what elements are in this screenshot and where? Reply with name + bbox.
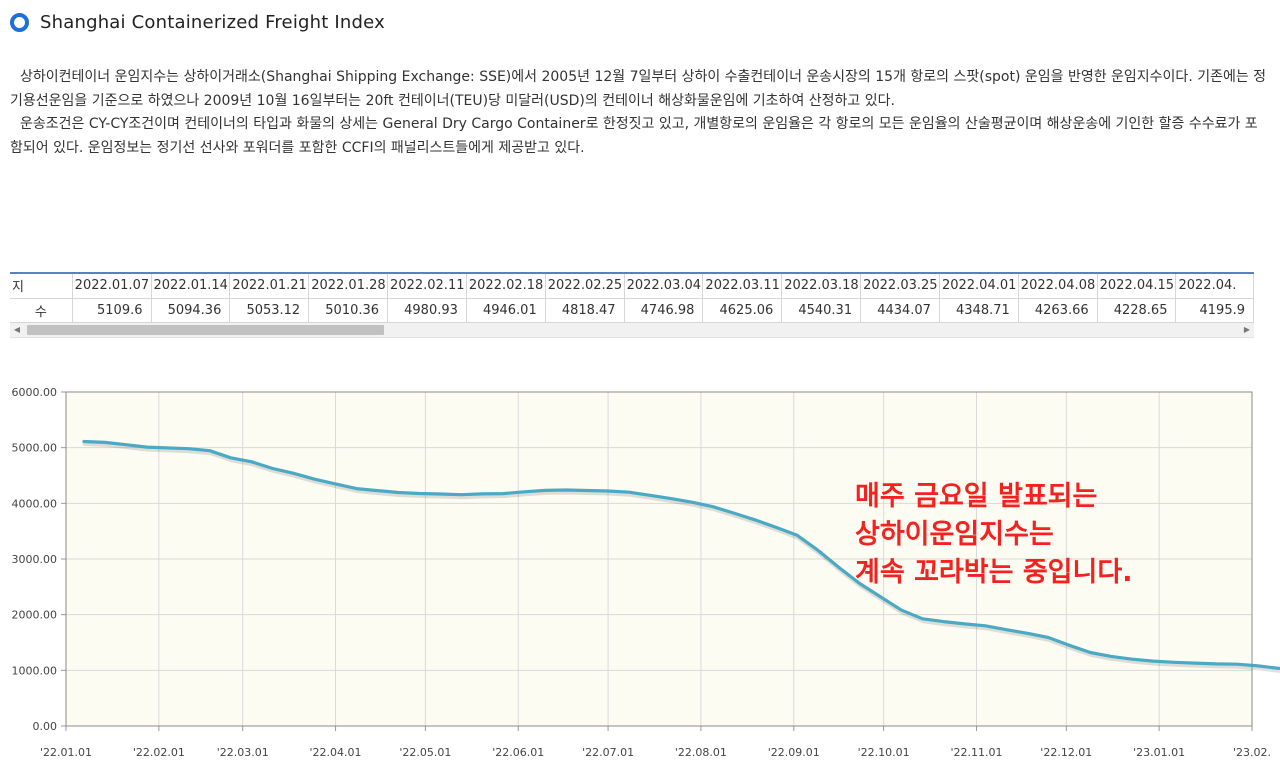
plot-frame	[65, 391, 1253, 727]
x-tick-label: '22.04.01	[310, 746, 362, 759]
annotation-line-1: 매주 금요일 발표되는	[855, 481, 1098, 512]
circle-bullet-icon	[10, 12, 29, 32]
x-tick-label: '23.01.01	[1133, 746, 1185, 759]
scrollbar-thumb[interactable]	[27, 324, 384, 335]
x-tick-label: '22.06.01	[492, 746, 544, 759]
x-tick-label: '22.05.01	[399, 746, 451, 759]
y-tick-label: 0.00	[33, 720, 58, 733]
table-cell-date: 2022.01.21	[229, 274, 310, 299]
x-tick-label: '22.07.01	[582, 746, 634, 759]
table-cell-date: 2022.01.07	[72, 274, 152, 299]
x-tick-label: '22.10.01	[858, 746, 910, 759]
table-cell-date: 2022.01.28	[308, 274, 389, 299]
table-cell-date: 2022.03.25	[860, 274, 940, 299]
table-cell-date: 2022.02.25	[545, 274, 625, 299]
index-table-container: 지 2022.01.07 2022.01.14 2022.01.21 2022.01.…	[10, 272, 1254, 338]
annotation-line-3: 계속 꼬라박는 중입니다.	[855, 557, 1133, 588]
freight-index-line-chart: 0.00 1000.00 2000.00 3000.00 4000.00 5000.00 6…	[12, 386, 1280, 759]
page-title: Shanghai Containerized Freight Index	[40, 11, 385, 33]
index-table: 지 2022.01.07 2022.01.14 2022.01.21 2022.01.…	[10, 274, 1254, 323]
table-cell-value: 4263.66	[1018, 298, 1098, 323]
series-layer	[82, 439, 1280, 673]
table-cell-value: 4980.93	[387, 298, 467, 323]
table-cell-date: 2022.02.11	[387, 274, 467, 299]
row-header-index: 수	[10, 298, 73, 323]
x-tick-label: '22.02.01	[133, 746, 185, 759]
table-row-values: 수 5109.6 5094.36 5053.12 5010.36 4980.93 4946…	[10, 298, 1254, 323]
table-cell-date: 2022.04.	[1175, 274, 1254, 299]
annotation-line-2: 상하이운임지수는	[855, 519, 1054, 550]
x-tick-label: '22.03.01	[217, 746, 269, 759]
description-paragraph-1: 상하이컨테이너 운임지수는 상하이거래소(Shanghai Shipping E…	[10, 69, 1267, 109]
table-cell-value: 4625.06	[702, 298, 783, 323]
table-cell-value: 4946.01	[466, 298, 546, 323]
y-tick-label: 6000.00	[12, 386, 58, 399]
scroll-left-arrow-icon[interactable]: ◀	[13, 324, 21, 334]
description-paragraph-2: 운송조건은 CY-CY조건이며 컨테이너의 타입과 화물의 상세는 Genera…	[10, 116, 1258, 156]
horizontal-scrollbar[interactable]: ◀ ▶	[10, 322, 1254, 338]
x-tick-label: '23.02.	[1233, 746, 1271, 759]
scroll-right-arrow-icon[interactable]: ▶	[1243, 324, 1251, 334]
x-axis: '22.01.01 '22.02.01 '22.03.01 '22.04.01 '22.…	[40, 726, 1271, 759]
table-cell-date: 2022.03.11	[702, 274, 783, 299]
table-cell-value: 4348.71	[939, 298, 1019, 323]
page-header: Shanghai Containerized Freight Index	[10, 8, 385, 36]
table-cell-value: 5109.6	[72, 298, 152, 323]
description: 상하이컨테이너 운임지수는 상하이거래소(Shanghai Shipping E…	[10, 66, 1270, 160]
table-cell-value: 5094.36	[151, 298, 231, 323]
table-cell-value: 4746.98	[624, 298, 704, 323]
y-tick-label: 5000.00	[12, 442, 58, 455]
table-cell-date: 2022.02.18	[466, 274, 546, 299]
y-tick-label: 2000.00	[12, 609, 58, 622]
table-cell-value: 4195.9	[1175, 298, 1254, 323]
table-cell-value: 5053.12	[229, 298, 310, 323]
table-cell-date: 2022.01.14	[151, 274, 231, 299]
x-tick-label: '22.01.01	[40, 746, 92, 759]
table-cell-value: 4540.31	[781, 298, 862, 323]
x-tick-label: '22.11.01	[950, 746, 1002, 759]
table-cell-date: 2022.04.08	[1018, 274, 1098, 299]
index-table-viewport: 지 2022.01.07 2022.01.14 2022.01.21 2022.01.…	[10, 274, 1254, 323]
table-cell-value: 5010.36	[308, 298, 389, 323]
y-tick-label: 3000.00	[12, 553, 58, 566]
row-header-date: 지	[10, 274, 73, 299]
y-axis: 0.00 1000.00 2000.00 3000.00 4000.00 5000.00 6…	[12, 386, 66, 733]
x-tick-label: '22.08.01	[675, 746, 727, 759]
x-tick-label: '22.09.01	[768, 746, 820, 759]
series-line	[82, 439, 1280, 670]
table-cell-value: 4818.47	[545, 298, 625, 323]
table-cell-date: 2022.04.01	[939, 274, 1019, 299]
x-tick-label: '22.12.01	[1040, 746, 1092, 759]
y-tick-label: 4000.00	[12, 497, 58, 510]
table-cell-value: 4434.07	[860, 298, 940, 323]
annotation: 매주 금요일 발표되는 상하이운임지수는 계속 꼬라박는 중입니다.	[855, 478, 1132, 592]
y-tick-label: 1000.00	[12, 664, 58, 677]
table-cell-date: 2022.04.15	[1097, 274, 1177, 299]
table-cell-date: 2022.03.18	[781, 274, 862, 299]
table-cell-date: 2022.03.04	[624, 274, 704, 299]
table-row-dates: 지 2022.01.07 2022.01.14 2022.01.21 2022.01.…	[10, 274, 1254, 299]
table-cell-value: 4228.65	[1097, 298, 1177, 323]
